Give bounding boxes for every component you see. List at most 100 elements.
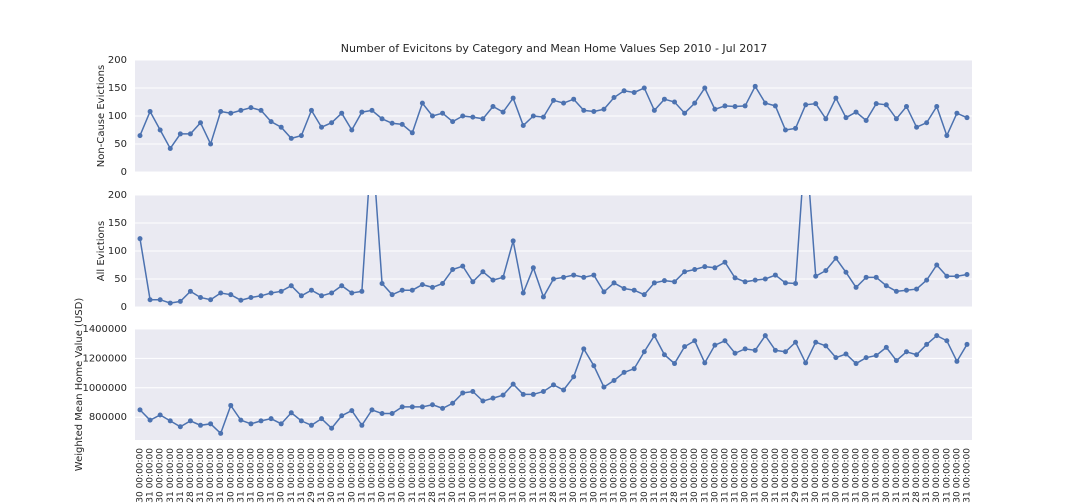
point [167, 145, 173, 151]
point [843, 351, 849, 357]
point [581, 346, 587, 352]
x-tick-label: 31 00:00:00 [781, 448, 791, 503]
point [409, 130, 415, 136]
point [298, 293, 304, 299]
point [631, 287, 637, 293]
y-tick-label: 1400000 [82, 324, 127, 335]
point [772, 103, 778, 109]
point [672, 99, 678, 105]
point [601, 384, 607, 390]
x-tick-label: 30 00:00:00 [226, 448, 236, 503]
point [228, 292, 234, 298]
x-tick-label: 30 00:00:00 [831, 448, 841, 503]
point [298, 133, 304, 139]
point [308, 422, 314, 428]
point [621, 286, 627, 292]
x-tick-label: 30 00:00:00 [952, 448, 962, 503]
x-tick-label: 31 00:00:00 [176, 448, 186, 503]
point [782, 127, 788, 133]
point [873, 101, 879, 107]
point [813, 273, 819, 279]
x-tick-label: 31 00:00:00 [246, 448, 256, 503]
point [813, 339, 819, 345]
x-tick-label: 30 00:00:00 [206, 448, 216, 503]
point [944, 338, 950, 344]
point [147, 417, 153, 423]
point [914, 124, 920, 130]
point [359, 288, 365, 294]
point [712, 106, 718, 112]
point [520, 290, 526, 296]
x-tick-label: 30 00:00:00 [398, 448, 408, 503]
x-tick-label: 28 00:00:00 [186, 448, 196, 503]
point [298, 418, 304, 424]
point [853, 361, 859, 367]
x-tick-label: 30 00:00:00 [589, 448, 599, 503]
point [359, 422, 365, 428]
x-tick-label: 31 00:00:00 [267, 448, 277, 503]
point [470, 388, 476, 394]
point [339, 283, 345, 289]
point [278, 288, 284, 294]
point [903, 349, 909, 355]
point [833, 95, 839, 101]
x-tick-label: 28 00:00:00 [912, 448, 922, 503]
y-tick-label: 150 [108, 83, 127, 94]
point [762, 276, 768, 282]
point [722, 103, 728, 109]
point [490, 395, 496, 401]
point [470, 114, 476, 120]
point [490, 277, 496, 283]
x-tick-label: 31 00:00:00 [458, 448, 468, 503]
point [429, 402, 435, 408]
point [329, 120, 335, 126]
point [561, 100, 567, 106]
point [924, 341, 930, 347]
x-tick-label: 29 00:00:00 [307, 448, 317, 503]
point [732, 103, 738, 109]
point [682, 110, 688, 116]
point [581, 107, 587, 113]
point [934, 262, 940, 268]
x-tick-label: 31 00:00:00 [650, 448, 660, 503]
point [500, 392, 506, 398]
point [268, 119, 274, 125]
point [762, 333, 768, 339]
y-axis-label: Non-Cause Evictions [96, 65, 107, 167]
y-tick-label: 800000 [89, 412, 127, 423]
point [823, 116, 829, 122]
point [682, 344, 688, 350]
point [803, 360, 809, 366]
x-tick-label: 31 00:00:00 [680, 448, 690, 503]
x-tick-label: 31 00:00:00 [700, 448, 710, 503]
point [510, 95, 516, 101]
point [429, 113, 435, 119]
point [450, 400, 456, 406]
point [823, 268, 829, 274]
point [782, 280, 788, 286]
point [954, 273, 960, 279]
x-tick-label: 30 00:00:00 [136, 448, 146, 503]
point [561, 387, 567, 393]
point [520, 391, 526, 397]
x-tick-label: 30 00:00:00 [862, 448, 872, 503]
point [248, 105, 254, 111]
point [793, 280, 799, 286]
x-tick-label: 31 00:00:00 [579, 448, 589, 503]
x-tick-label: 31 00:00:00 [610, 448, 620, 503]
point [651, 107, 657, 113]
x-tick-label: 28 00:00:00 [670, 448, 680, 503]
point [258, 418, 264, 424]
point [661, 96, 667, 102]
x-tick-label: 30 00:00:00 [519, 448, 529, 503]
x-tick-label: 30 00:00:00 [811, 448, 821, 503]
point [379, 116, 385, 122]
y-axis-label: All Evictions [96, 221, 107, 281]
point [843, 115, 849, 121]
point [571, 96, 577, 102]
point [510, 238, 516, 244]
x-tick-label: 31 00:00:00 [196, 448, 206, 503]
point [440, 405, 446, 411]
x-tick-label: 31 00:00:00 [317, 448, 327, 503]
point [198, 422, 204, 428]
